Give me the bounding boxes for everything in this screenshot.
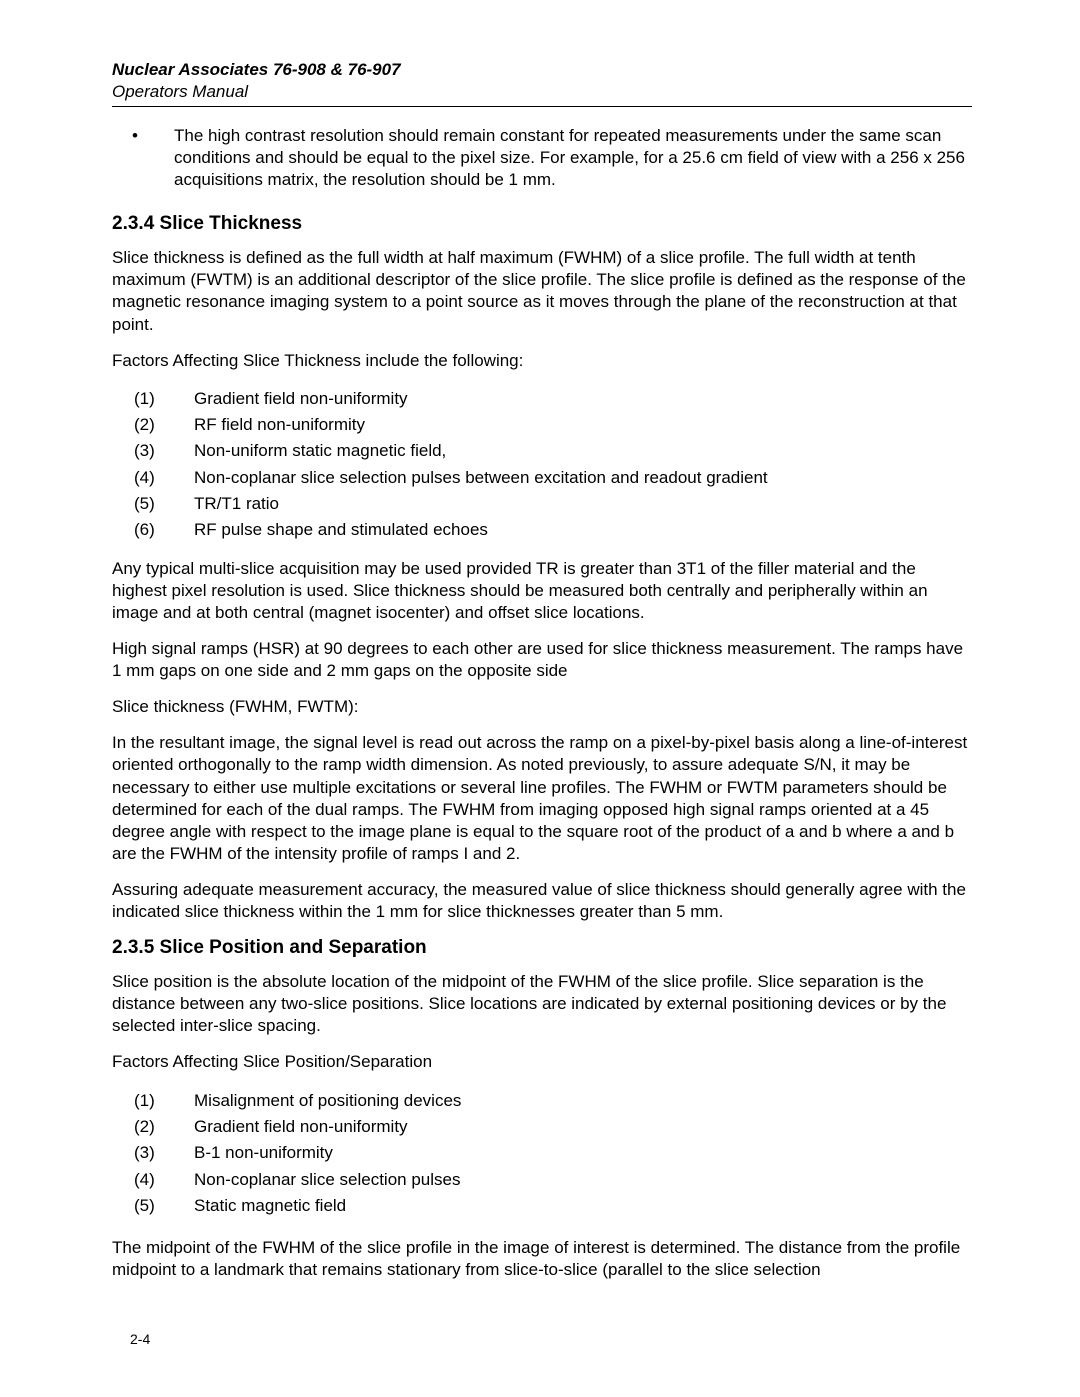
list-item: (2)Gradient field non-uniformity [112, 1114, 972, 1140]
list-text: Non-uniform static magnetic field, [194, 438, 972, 464]
paragraph: Factors Affecting Slice Thickness includ… [112, 350, 972, 372]
list-text: RF field non-uniformity [194, 412, 972, 438]
list-text: B-1 non-uniformity [194, 1140, 972, 1166]
list-num: (2) [112, 412, 194, 438]
bullet-item: • The high contrast resolution should re… [112, 125, 972, 191]
numbered-list: (1)Misalignment of positioning devices (… [112, 1088, 972, 1220]
header-rule [112, 106, 972, 107]
list-num: (5) [112, 1193, 194, 1219]
list-text: Non-coplanar slice selection pulses [194, 1167, 972, 1193]
list-text: RF pulse shape and stimulated echoes [194, 517, 972, 543]
list-item: (1)Gradient field non-uniformity [112, 386, 972, 412]
paragraph: The midpoint of the FWHM of the slice pr… [112, 1237, 972, 1281]
list-item: (4)Non-coplanar slice selection pulses [112, 1167, 972, 1193]
list-text: Non-coplanar slice selection pulses betw… [194, 465, 972, 491]
list-text: Gradient field non-uniformity [194, 386, 972, 412]
paragraph: Slice thickness is defined as the full w… [112, 247, 972, 335]
list-text: Gradient field non-uniformity [194, 1114, 972, 1140]
section-heading: 2.3.5 Slice Position and Separation [112, 937, 972, 959]
list-item: (4)Non-coplanar slice selection pulses b… [112, 465, 972, 491]
list-item: (3)B-1 non-uniformity [112, 1140, 972, 1166]
list-num: (1) [112, 386, 194, 412]
list-text: Static magnetic field [194, 1193, 972, 1219]
list-num: (4) [112, 465, 194, 491]
paragraph: Slice thickness (FWHM, FWTM): [112, 696, 972, 718]
list-text: TR/T1 ratio [194, 491, 972, 517]
list-item: (2)RF field non-uniformity [112, 412, 972, 438]
section-heading: 2.3.4 Slice Thickness [112, 213, 972, 235]
list-num: (3) [112, 438, 194, 464]
list-num: (1) [112, 1088, 194, 1114]
page-container: Nuclear Associates 76-908 & 76-907 Opera… [0, 0, 1080, 1397]
paragraph: Any typical multi-slice acquisition may … [112, 558, 972, 624]
list-item: (3)Non-uniform static magnetic field, [112, 438, 972, 464]
paragraph: Factors Affecting Slice Position/Separat… [112, 1051, 972, 1073]
paragraph: High signal ramps (HSR) at 90 degrees to… [112, 638, 972, 682]
numbered-list: (1)Gradient field non-uniformity (2)RF f… [112, 386, 972, 544]
bullet-mark: • [112, 125, 174, 191]
header-title: Nuclear Associates 76-908 & 76-907 [112, 60, 972, 80]
list-item: (5)TR/T1 ratio [112, 491, 972, 517]
paragraph: In the resultant image, the signal level… [112, 732, 972, 865]
list-item: (5)Static magnetic field [112, 1193, 972, 1219]
bullet-text: The high contrast resolution should rema… [174, 125, 972, 191]
header-subtitle: Operators Manual [112, 82, 972, 102]
list-item: (6)RF pulse shape and stimulated echoes [112, 517, 972, 543]
list-text: Misalignment of positioning devices [194, 1088, 972, 1114]
paragraph: Assuring adequate measurement accuracy, … [112, 879, 972, 923]
list-num: (5) [112, 491, 194, 517]
list-num: (4) [112, 1167, 194, 1193]
page-number: 2-4 [130, 1331, 150, 1347]
list-num: (2) [112, 1114, 194, 1140]
paragraph: Slice position is the absolute location … [112, 971, 972, 1037]
list-num: (3) [112, 1140, 194, 1166]
list-item: (1)Misalignment of positioning devices [112, 1088, 972, 1114]
page-header: Nuclear Associates 76-908 & 76-907 Opera… [112, 60, 972, 107]
list-num: (6) [112, 517, 194, 543]
